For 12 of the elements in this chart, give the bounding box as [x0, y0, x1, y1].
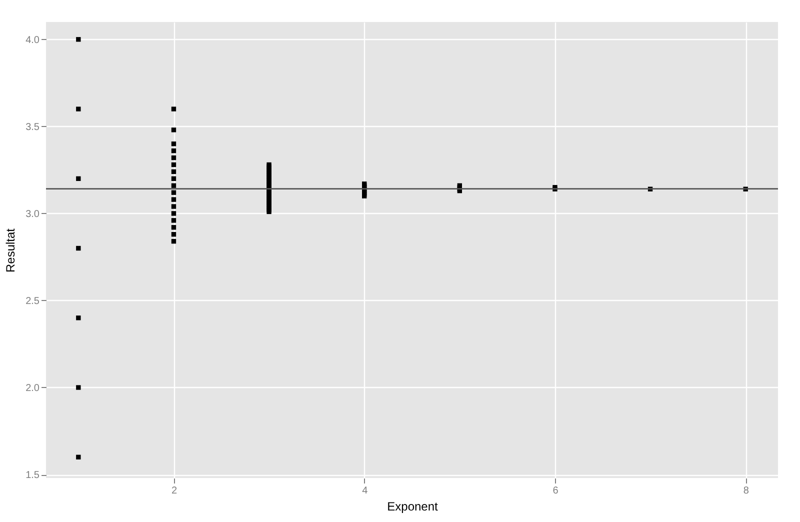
x-tick-label: 4 [362, 486, 368, 496]
y-tick-label: 1.5 [26, 470, 40, 482]
x-tick-label: 6 [552, 486, 559, 496]
y-tick-label: 3.0 [26, 208, 40, 220]
x-tick-label: 8 [743, 486, 750, 496]
y-tick-label: 2.5 [26, 296, 40, 307]
y-tick-label: 4.0 [26, 34, 40, 46]
x-tick-label: 2 [171, 486, 178, 496]
y-tick-label: 3.5 [26, 122, 40, 133]
y-axis-title: Resultat [4, 228, 18, 273]
y-tick-label: 2.0 [26, 382, 40, 394]
x-axis-title: Exponent [387, 500, 439, 514]
